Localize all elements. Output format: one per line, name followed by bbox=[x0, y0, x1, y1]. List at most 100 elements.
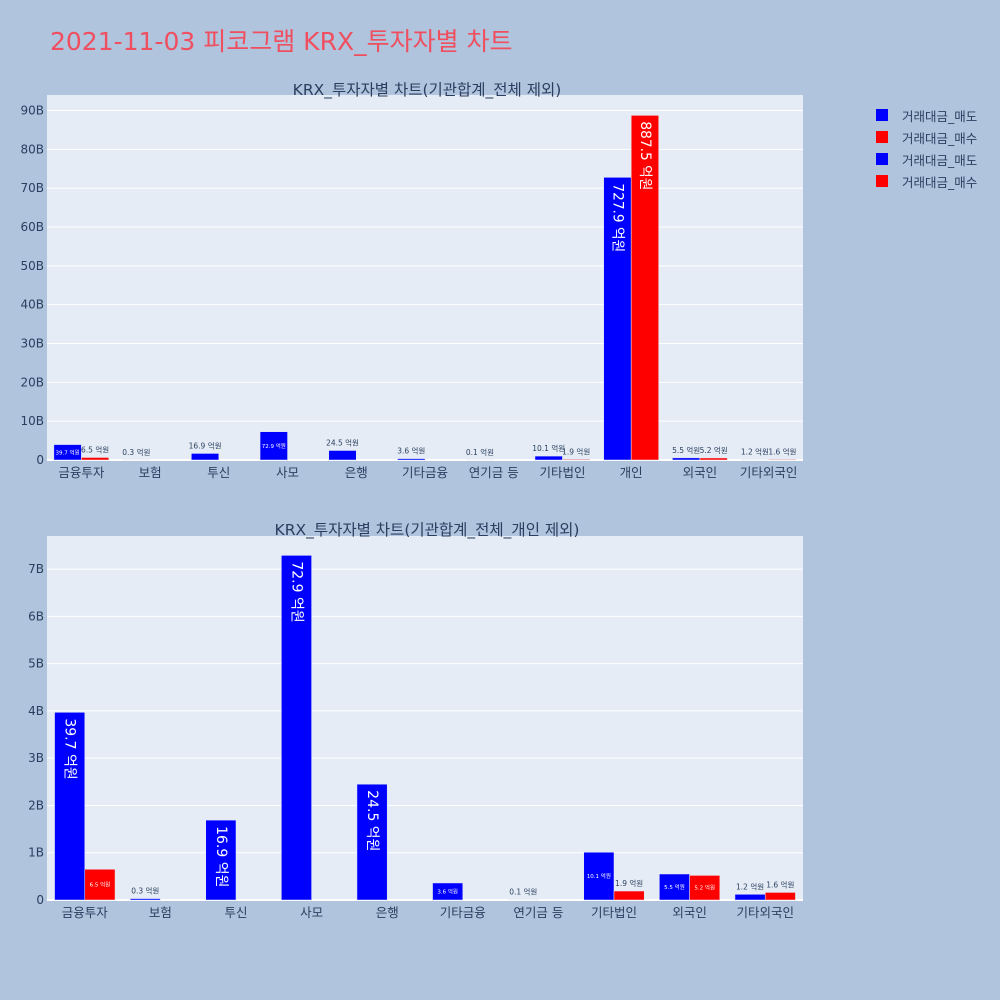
y-tick-label: 4B bbox=[28, 704, 44, 718]
x-tick-label: 외국인 bbox=[683, 465, 718, 480]
x-tick-label: 투신 bbox=[207, 465, 230, 480]
bar-buy bbox=[562, 459, 591, 461]
legend-item-buy-1[interactable]: 거래대금_매수 bbox=[872, 126, 977, 148]
y-tick-label: 6B bbox=[28, 609, 44, 623]
bar-buy bbox=[699, 457, 728, 461]
bar-buy bbox=[768, 459, 797, 461]
x-tick-label: 금융투자 bbox=[62, 905, 109, 920]
bar-value-label: 5.5 억원 bbox=[664, 883, 685, 891]
bar-sell bbox=[191, 453, 220, 461]
legend-swatch bbox=[876, 131, 888, 143]
bar-sell bbox=[129, 898, 161, 901]
bar-value-label: 0.3 억원 bbox=[131, 887, 159, 896]
x-tick-label: 금융투자 bbox=[58, 465, 105, 480]
x-tick-label: 연기금 등 bbox=[513, 905, 563, 920]
bar-value-label: 6.5 억원 bbox=[90, 881, 111, 889]
bar-value-label: 0.1 억원 bbox=[509, 888, 537, 897]
chart-title: KRX_투자자별 차트(기관합계_전체_개인 제외) bbox=[275, 521, 580, 540]
bar-value-label: 72.9 억원 bbox=[288, 561, 304, 622]
x-tick-label: 보험 bbox=[149, 905, 172, 920]
legend-swatch bbox=[876, 175, 888, 187]
bar-buy bbox=[81, 457, 110, 461]
bar-buy bbox=[613, 890, 645, 901]
x-tick-label: 사모 bbox=[276, 465, 299, 480]
bar-buy bbox=[84, 869, 116, 901]
bar-value-label: 1.6 억원 bbox=[768, 447, 796, 456]
bar-value-label: 1.6 억원 bbox=[766, 880, 794, 889]
x-tick-label: 기타법인 bbox=[591, 905, 637, 920]
bar-value-label: 5.2 억원 bbox=[694, 884, 715, 892]
bar-value-label: 0.1 억원 bbox=[466, 448, 494, 457]
bar-value-label: 6.5 억원 bbox=[81, 445, 109, 454]
bar-sell bbox=[672, 457, 701, 461]
legend-swatch bbox=[876, 153, 888, 165]
bar-value-label: 16.9 억원 bbox=[189, 441, 222, 450]
y-tick-label: 50B bbox=[20, 259, 44, 273]
bar-value-label: 39.7 억원 bbox=[56, 448, 80, 456]
bar-sell bbox=[397, 458, 426, 461]
bar-value-label: 10.1 억원 bbox=[532, 444, 565, 453]
x-tick-label: 투신 bbox=[224, 905, 247, 920]
bar-value-label: 1.9 억원 bbox=[615, 879, 643, 888]
bar-sell bbox=[281, 555, 312, 901]
x-tick-label: 외국인 bbox=[672, 905, 707, 920]
y-tick-label: 3B bbox=[28, 751, 44, 765]
bar-value-label: 5.5 억원 bbox=[672, 446, 700, 455]
page-title: 2021-11-03 피코그램 KRX_투자자별 차트 bbox=[50, 27, 513, 56]
y-tick-label: 10B bbox=[20, 414, 44, 428]
bar-sell bbox=[356, 783, 388, 901]
y-tick-label: 2B bbox=[28, 798, 44, 812]
chart-title: KRX_투자자별 차트(기관합계_전체 제외) bbox=[293, 81, 562, 100]
bar-sell bbox=[432, 882, 464, 901]
bar-value-label: 1.2 억원 bbox=[741, 448, 769, 457]
legend-item-sell-2[interactable]: 거래대금_매도 bbox=[872, 148, 977, 170]
legend-label: 거래대금_매수 bbox=[902, 174, 978, 190]
bar-value-label: 10.1 억원 bbox=[587, 872, 611, 880]
bar-sell bbox=[259, 431, 288, 461]
legend-item-sell-1[interactable]: 거래대금_매도 bbox=[872, 104, 977, 126]
x-tick-label: 기타외국인 bbox=[736, 905, 794, 920]
bar-sell bbox=[734, 894, 766, 901]
bar-sell bbox=[603, 177, 632, 461]
y-tick-label: 90B bbox=[20, 104, 44, 118]
legend[interactable]: 거래대금_매도 거래대금_매수 거래대금_매도 거래대금_매수 bbox=[872, 104, 977, 192]
y-tick-label: 40B bbox=[20, 298, 44, 312]
legend-label: 거래대금_매수 bbox=[902, 130, 978, 146]
x-tick-label: 보험 bbox=[139, 465, 162, 480]
bar-value-label: 887.5 억원 bbox=[637, 121, 653, 190]
bar-buy bbox=[764, 892, 796, 901]
y-tick-label: 70B bbox=[20, 181, 44, 195]
bar-sell bbox=[534, 455, 563, 461]
bar-value-label: 0.3 억원 bbox=[122, 448, 150, 457]
bar-value-label: 39.7 억원 bbox=[62, 718, 78, 779]
x-tick-label: 연기금 등 bbox=[469, 465, 519, 480]
legend-label: 거래대금_매도 bbox=[902, 108, 978, 124]
y-tick-label: 80B bbox=[20, 142, 44, 156]
y-tick-label: 1B bbox=[28, 846, 44, 860]
x-tick-label: 은행 bbox=[345, 465, 368, 480]
y-tick-label: 5B bbox=[28, 657, 44, 671]
bar-value-label: 16.9 억원 bbox=[213, 826, 229, 887]
bar-value-label: 72.9 억원 bbox=[262, 442, 286, 450]
plot-area bbox=[47, 536, 803, 900]
bar-value-label: 24.5 억원 bbox=[364, 790, 380, 851]
bar-buy bbox=[689, 875, 721, 901]
x-tick-label: 기타외국인 bbox=[740, 465, 798, 480]
legend-label: 거래대금_매도 bbox=[902, 152, 978, 168]
legend-item-buy-2[interactable]: 거래대금_매수 bbox=[872, 170, 977, 192]
bar-sell bbox=[53, 444, 82, 461]
plot-area bbox=[47, 95, 803, 460]
bar-value-label: 5.2 억원 bbox=[700, 446, 728, 455]
bar-value-label: 1.2 억원 bbox=[736, 882, 764, 891]
x-tick-label: 기타금융 bbox=[402, 465, 448, 480]
bar-sell bbox=[328, 450, 357, 461]
y-tick-label: 30B bbox=[20, 337, 44, 351]
x-tick-label: 기타법인 bbox=[539, 465, 585, 480]
x-tick-label: 사모 bbox=[300, 905, 323, 920]
x-tick-label: 개인 bbox=[620, 465, 643, 480]
bar-sell bbox=[54, 712, 86, 901]
bar-sell bbox=[205, 819, 237, 901]
y-tick-label: 0 bbox=[36, 453, 44, 467]
y-tick-label: 60B bbox=[20, 220, 44, 234]
